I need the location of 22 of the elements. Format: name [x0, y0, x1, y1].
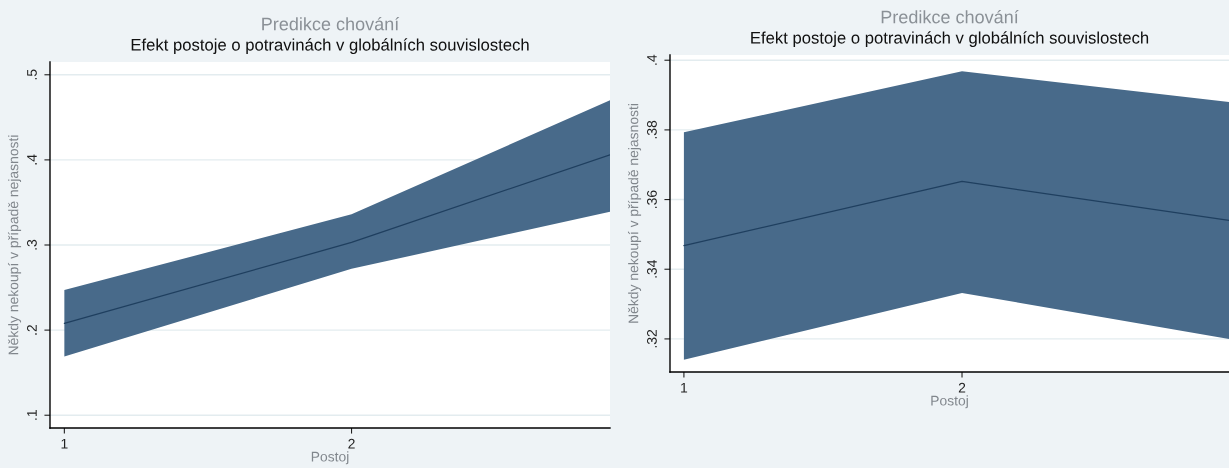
chart-subtitle: Efekt postoje o potravinách v globálních souvislostech [131, 38, 529, 54]
y-tick-label: .5 [27, 69, 37, 80]
y-tick-label: .2 [27, 325, 37, 335]
y-tick-label: .4 [27, 154, 37, 165]
y-tick-label: .38 [647, 120, 657, 139]
y-tick-label: .4 [647, 54, 657, 65]
y-axis-title: Někdy nekoupí v případě nejasnosti [7, 135, 22, 355]
x-axis-title: Postoj [931, 395, 968, 409]
y-axis-title: Někdy nekoupí v případě nejasnosti [627, 104, 642, 323]
x-tick-label: 1 [681, 382, 688, 393]
y-tick-label: .36 [647, 190, 657, 208]
x-tick-label: 1 [61, 438, 68, 449]
x-axis-title: Postoj [311, 451, 349, 465]
x-tick-label: 2 [348, 438, 355, 449]
y-tick-label: .34 [647, 259, 657, 278]
y-tick-label: .3 [27, 239, 37, 250]
x-tick-label: 2 [958, 382, 966, 393]
y-tick-label: .32 [647, 329, 657, 348]
chart-title: Predikce chování [262, 16, 400, 31]
chart-subtitle: Efekt postoje o potravinách v globálních souvislostech [751, 31, 1149, 47]
y-tick-label: .1 [27, 410, 37, 420]
chart-title: Predikce chování [881, 9, 1019, 24]
